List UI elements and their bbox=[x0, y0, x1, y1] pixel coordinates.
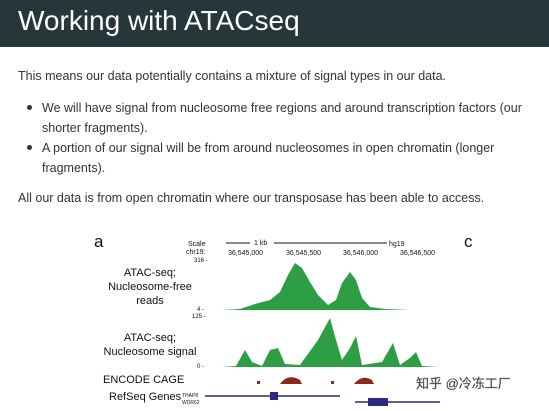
shape bbox=[270, 392, 278, 400]
intro: This means our data potentially contains… bbox=[18, 69, 447, 83]
bullet-dot bbox=[27, 145, 32, 150]
track-label: ATAC-seq; bbox=[124, 332, 176, 344]
bullet-dot bbox=[27, 105, 32, 110]
watermark: 知乎 @冷冻工厂 bbox=[416, 376, 511, 391]
line: A portion of our signal will be from aro… bbox=[42, 141, 495, 155]
kb: 1 kb bbox=[254, 240, 267, 247]
gene: THAP8 bbox=[182, 393, 198, 399]
shape bbox=[257, 381, 260, 384]
gene: WDR62 bbox=[182, 400, 200, 406]
axis-label: 125 - bbox=[192, 314, 206, 320]
track-label: ENCODE CAGE bbox=[103, 374, 184, 386]
header: Working with ATACseq bbox=[0, 0, 549, 47]
build: hg19 bbox=[389, 241, 405, 248]
track-label: Nucleosome-free bbox=[108, 281, 192, 293]
track-label: RefSeq Genes bbox=[109, 391, 182, 403]
title: Working with ATACseq bbox=[18, 5, 300, 36]
figure-bg bbox=[90, 222, 475, 411]
track-label: Nucleosome signal bbox=[104, 346, 197, 358]
shape bbox=[354, 377, 374, 384]
scale-gap bbox=[250, 240, 274, 246]
position: 36,545,000 bbox=[228, 250, 263, 257]
position: 36,546,000 bbox=[343, 250, 378, 257]
axis-label: 316 - bbox=[194, 258, 208, 264]
signal-peaks bbox=[222, 318, 440, 367]
panel-label: c bbox=[464, 232, 473, 251]
position: 36,546,500 bbox=[400, 250, 435, 257]
line: We will have signal from nucleosome free… bbox=[42, 101, 522, 115]
position: 36,545,500 bbox=[286, 250, 321, 257]
track-label: reads bbox=[136, 295, 164, 307]
shape bbox=[368, 398, 388, 406]
signal-peaks bbox=[222, 263, 410, 310]
track-label: ATAC-seq; bbox=[124, 267, 176, 279]
cage-marks bbox=[257, 377, 374, 384]
line: fragments). bbox=[42, 161, 106, 175]
scale: Scale bbox=[188, 241, 206, 248]
panel-label: a bbox=[94, 232, 104, 251]
axis-label: 0 - bbox=[197, 364, 204, 370]
outro: All our data is from open chromatin wher… bbox=[18, 191, 485, 205]
line: shorter fragments). bbox=[42, 121, 148, 135]
shape bbox=[331, 381, 334, 384]
axis-label: 4 - bbox=[197, 307, 204, 313]
bullet: We will have signal from nucleosome free… bbox=[42, 98, 522, 138]
bullet: A portion of our signal will be from aro… bbox=[42, 138, 494, 178]
chrom: chr19: bbox=[186, 249, 206, 256]
gene-model bbox=[205, 392, 440, 406]
shape bbox=[280, 377, 302, 384]
